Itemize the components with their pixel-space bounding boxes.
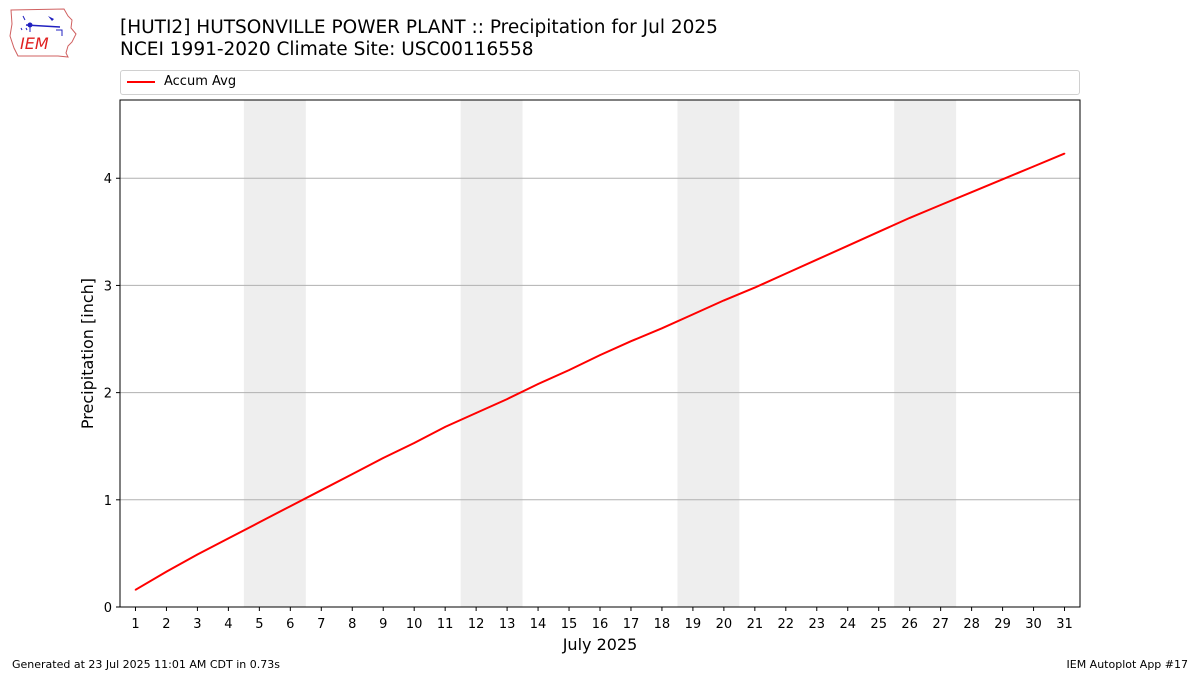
data-point [908, 217, 911, 219]
y-tick-label: 4 [104, 172, 112, 187]
data-point [134, 589, 137, 591]
data-point [630, 340, 632, 342]
data-point [815, 258, 818, 261]
data-point [351, 473, 354, 475]
data-point [289, 505, 292, 508]
data-point [537, 383, 539, 385]
data-point [1032, 165, 1035, 168]
weekend-band [894, 100, 957, 607]
x-tick-label: 17 [623, 617, 640, 632]
data-point [382, 457, 385, 459]
x-tick-label: 18 [654, 617, 671, 632]
data-point [723, 299, 725, 302]
data-point [785, 272, 787, 275]
x-tick-label: 15 [561, 617, 578, 632]
x-tick-label: 7 [317, 617, 325, 632]
x-tick-label: 30 [1025, 617, 1042, 632]
data-point [227, 537, 230, 540]
y-axis-label: Precipitation [inch] [78, 278, 97, 429]
y-tick-label: 1 [104, 494, 112, 509]
legend: Accum Avg [120, 70, 1080, 95]
x-tick-label: 4 [224, 617, 232, 632]
x-tick-label: 13 [499, 617, 516, 632]
iem-logo: IEM [9, 8, 77, 58]
x-tick-label: 3 [193, 617, 201, 632]
data-point [939, 204, 942, 206]
data-point [692, 313, 694, 316]
x-tick-label: 23 [809, 617, 826, 632]
data-point [846, 244, 849, 247]
y-tick-label: 0 [104, 601, 112, 616]
x-tick-label: 21 [747, 617, 764, 632]
data-point [165, 570, 168, 573]
y-tick-label: 2 [104, 387, 112, 402]
app-label: IEM Autoplot App #17 [1066, 658, 1189, 671]
x-tick-label: 8 [348, 617, 356, 632]
chart-title: [HUTI2] HUTSONVILLE POWER PLANT :: Preci… [120, 17, 718, 38]
x-tick-label: 11 [437, 617, 454, 632]
weekend-band [460, 100, 523, 607]
data-point [599, 354, 601, 356]
data-point [506, 398, 508, 400]
x-tick-label: 1 [131, 617, 139, 632]
x-tick-label: 16 [592, 617, 609, 632]
x-tick-label: 31 [1056, 617, 1073, 632]
data-point [258, 521, 261, 524]
data-point [196, 553, 199, 556]
x-tick-label: 25 [870, 617, 887, 632]
x-tick-label: 27 [932, 617, 949, 632]
data-point [661, 327, 663, 330]
data-point [444, 426, 446, 428]
x-tick-label: 14 [530, 617, 547, 632]
x-tick-label: 26 [901, 617, 918, 632]
x-tick-label: 6 [286, 617, 294, 632]
data-point [970, 191, 973, 193]
x-tick-label: 9 [379, 617, 387, 632]
x-tick-label: 20 [716, 617, 733, 632]
x-tick-label: 24 [839, 617, 856, 632]
weekend-band [243, 100, 306, 607]
data-point [475, 412, 477, 414]
x-tick-label: 5 [255, 617, 263, 632]
data-point [413, 442, 415, 444]
plot-frame [119, 99, 1081, 608]
iem-logo-text: IEM [20, 34, 49, 53]
x-axis-label: July 2025 [562, 635, 638, 654]
data-point [568, 369, 570, 371]
x-tick-label: 2 [162, 617, 170, 632]
generated-timestamp: Generated at 23 Jul 2025 11:01 AM CDT in… [12, 658, 280, 671]
data-point [1001, 178, 1004, 181]
x-tick-label: 22 [778, 617, 795, 632]
legend-label: Accum Avg [164, 74, 237, 89]
data-point [1063, 152, 1066, 155]
data-point [877, 231, 880, 233]
data-point [754, 286, 756, 289]
chart-subtitle: NCEI 1991-2020 Climate Site: USC00116558 [120, 39, 534, 60]
x-tick-label: 29 [994, 617, 1011, 632]
x-tick-label: 12 [468, 617, 485, 632]
x-tick-label: 28 [963, 617, 980, 632]
y-tick-label: 3 [104, 279, 112, 294]
data-point [320, 489, 323, 491]
weekend-band [677, 100, 740, 607]
x-tick-label: 19 [685, 617, 702, 632]
x-tick-label: 10 [406, 617, 423, 632]
legend-swatch [127, 81, 155, 83]
